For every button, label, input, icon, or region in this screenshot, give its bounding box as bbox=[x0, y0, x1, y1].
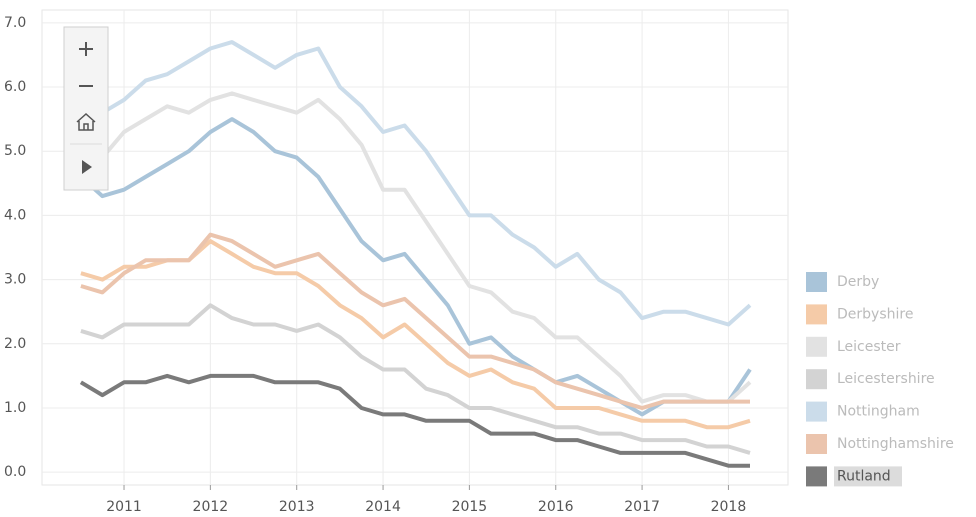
y-tick-label: 6.0 bbox=[4, 79, 26, 95]
zoom-toolbar[interactable] bbox=[63, 26, 109, 191]
series-line bbox=[80, 91, 752, 404]
x-tick-label: 2011 bbox=[106, 499, 142, 515]
series-line bbox=[80, 232, 750, 410]
legend-swatch bbox=[806, 401, 827, 422]
legend-swatch bbox=[806, 369, 827, 390]
series-line bbox=[79, 117, 752, 417]
lines bbox=[79, 40, 752, 468]
y-tick-label: 1.0 bbox=[4, 400, 26, 416]
x-tick-label: 2014 bbox=[365, 499, 401, 515]
legend-label: Leicestershire bbox=[837, 371, 935, 387]
legend-swatch bbox=[806, 304, 827, 325]
zoom-in[interactable] bbox=[79, 42, 93, 56]
series-line bbox=[80, 40, 752, 327]
play[interactable] bbox=[82, 160, 92, 174]
series-line bbox=[79, 373, 750, 468]
x-tick-label: 2012 bbox=[193, 499, 229, 515]
legend: Derby Derbyshire Leicester Leicestershire No… bbox=[806, 272, 954, 487]
legend-label: Derbyshire bbox=[837, 306, 913, 322]
x-tick-label: 2013 bbox=[279, 499, 315, 515]
grid bbox=[42, 10, 788, 485]
x-tick-label: 2015 bbox=[452, 499, 488, 515]
legend-swatch bbox=[806, 336, 827, 357]
legend-label: Nottinghamshire bbox=[837, 436, 954, 452]
y-tick-label: 0.0 bbox=[4, 464, 26, 480]
plot-frame bbox=[41, 9, 789, 486]
legend-label: Rutland bbox=[837, 468, 891, 484]
legend-label: Leicester bbox=[837, 339, 901, 355]
y-tick-label: 4.0 bbox=[4, 207, 26, 223]
x-tick-label: 2017 bbox=[624, 499, 660, 515]
x-tick-label: 2018 bbox=[711, 499, 747, 515]
legend-label: Derby bbox=[837, 274, 879, 290]
y-tick-label: 7.0 bbox=[4, 15, 26, 31]
x-tick-label: 2016 bbox=[538, 499, 574, 515]
y-tick-label: 2.0 bbox=[4, 336, 26, 352]
home[interactable] bbox=[76, 112, 96, 131]
legend-swatch bbox=[806, 272, 827, 292]
y-tick-label: 3.0 bbox=[4, 272, 26, 288]
legend-label: Nottingham bbox=[837, 404, 920, 420]
legend-swatch bbox=[806, 434, 827, 454]
legend-swatch bbox=[806, 466, 827, 487]
y-tick-label: 5.0 bbox=[4, 143, 26, 159]
series-line bbox=[80, 303, 751, 455]
legend-highlight bbox=[834, 466, 902, 487]
